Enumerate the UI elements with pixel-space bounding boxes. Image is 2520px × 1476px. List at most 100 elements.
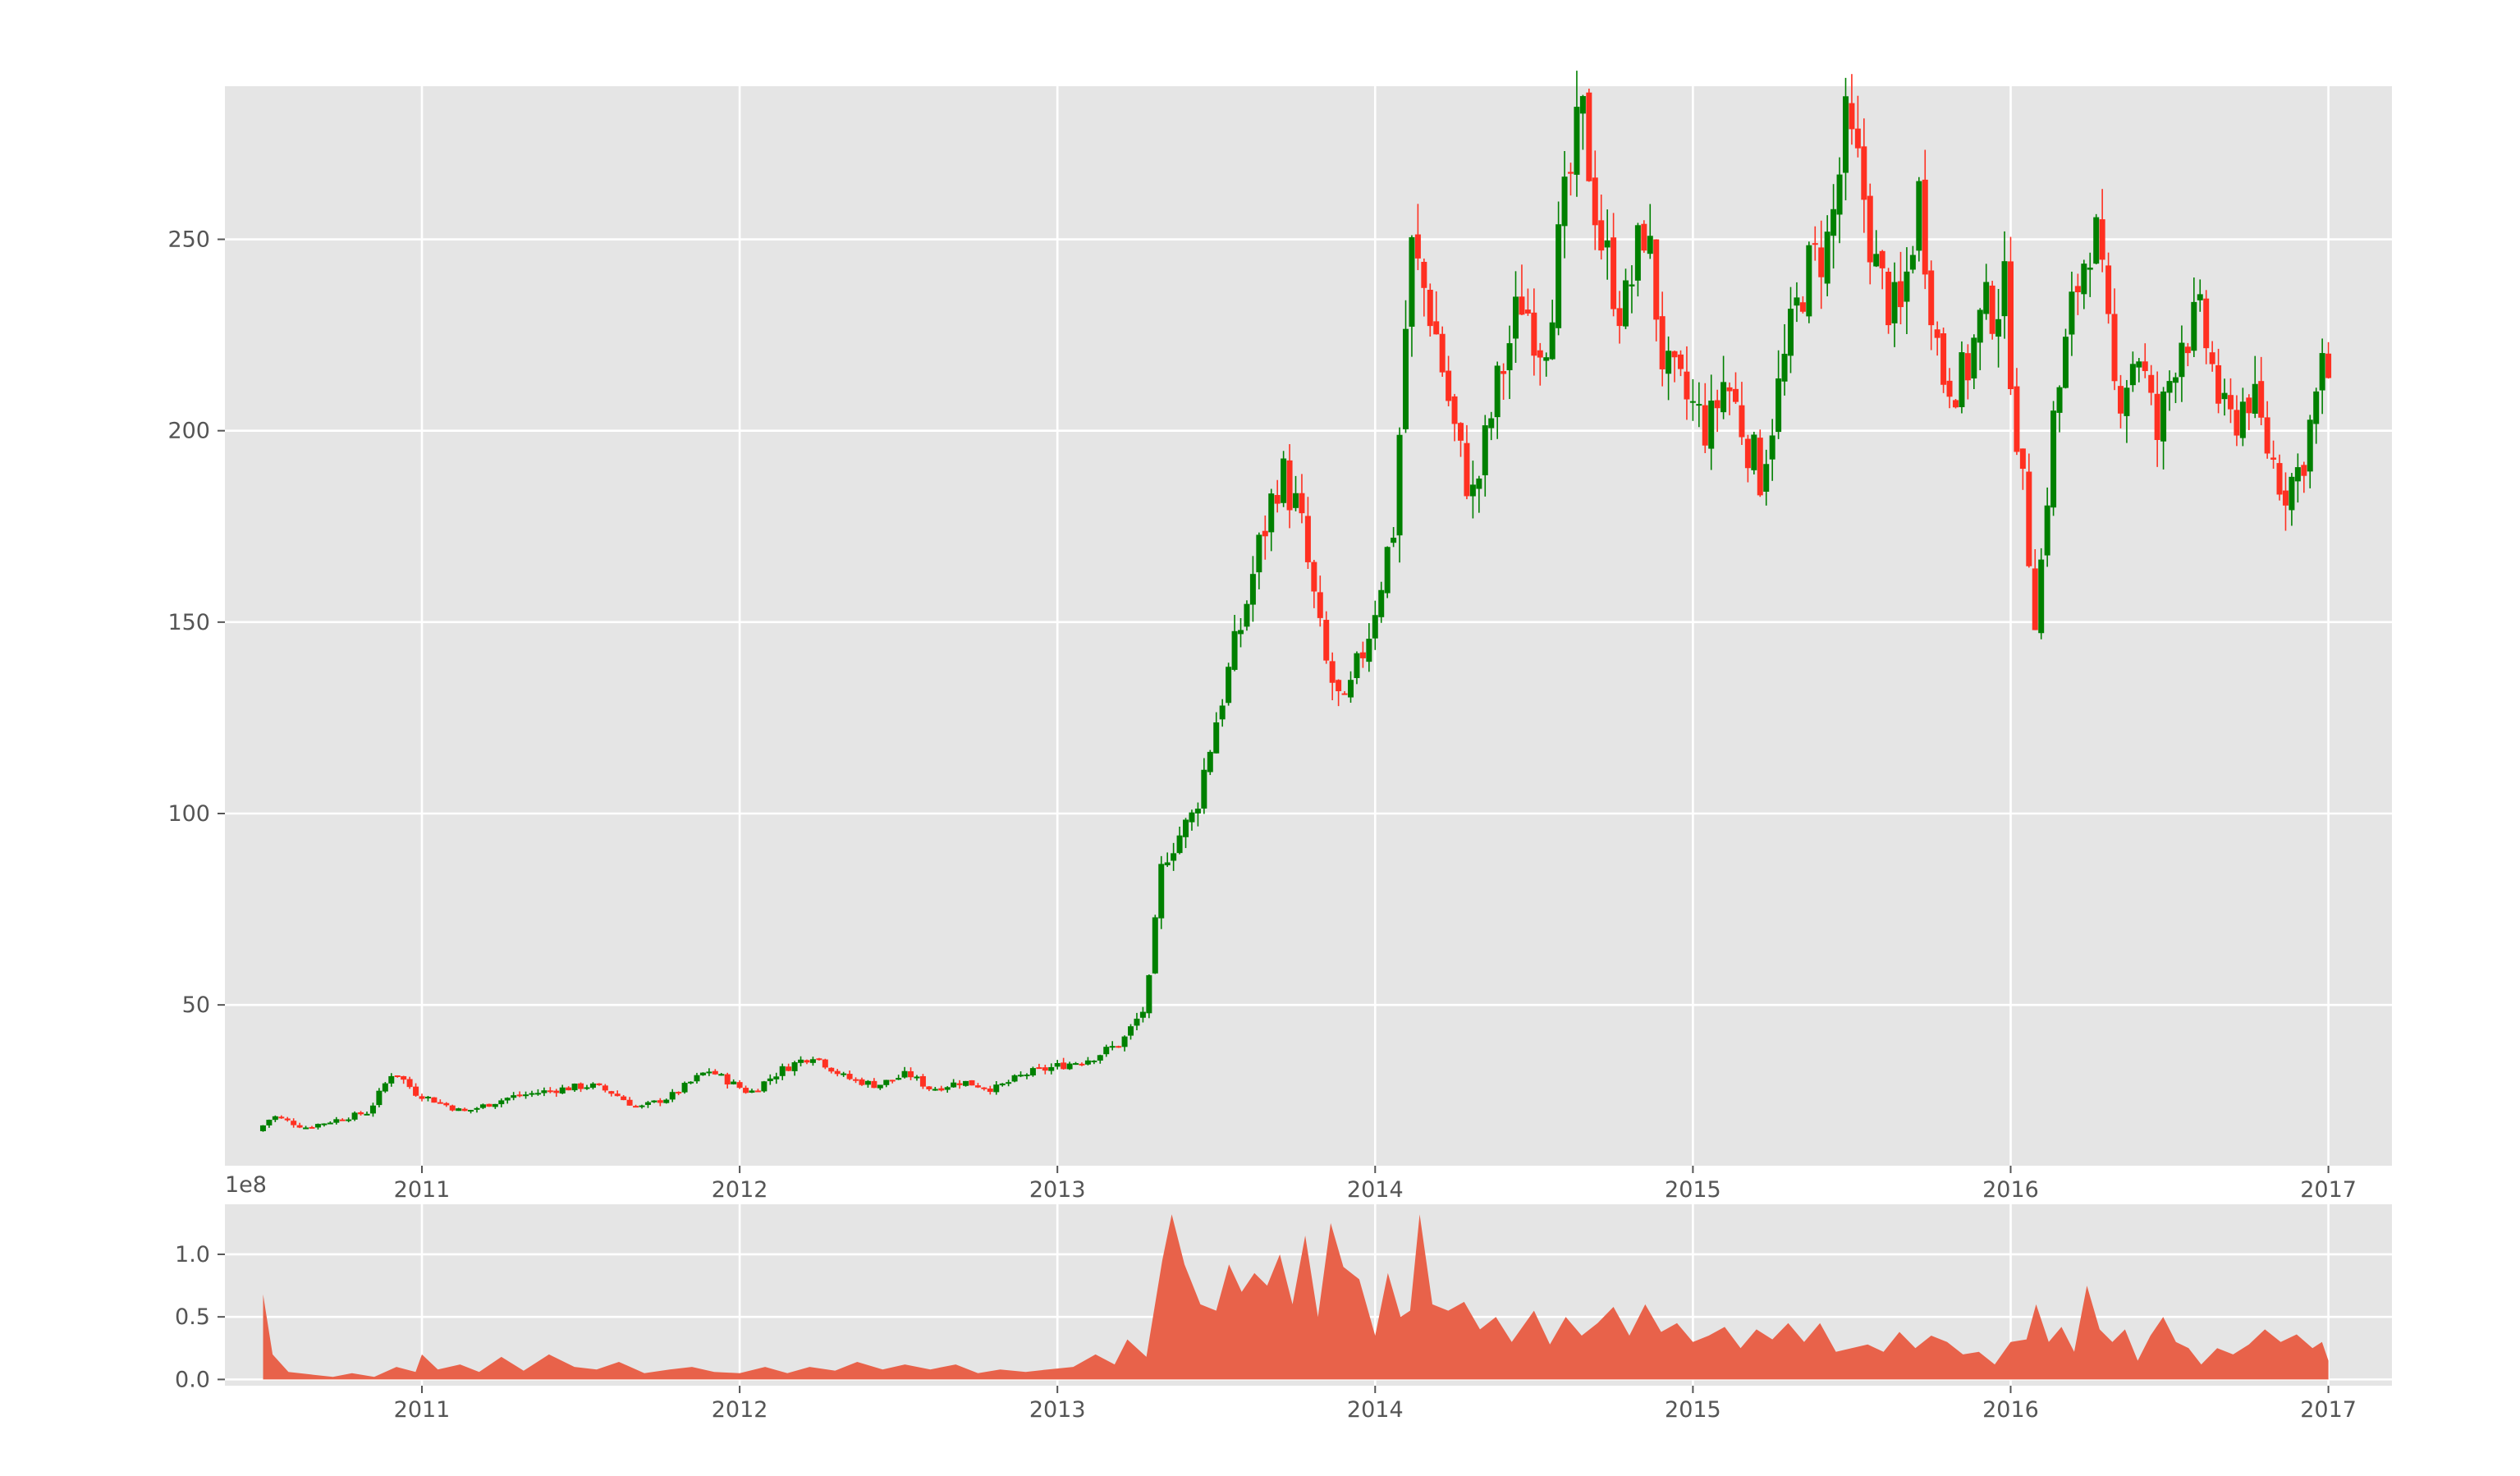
- candle-down: [1341, 693, 1348, 695]
- candle-down: [553, 1090, 560, 1093]
- candle-down: [1714, 400, 1720, 409]
- candle-up: [1391, 538, 1397, 543]
- candle-up: [663, 1099, 670, 1103]
- candle-down: [1684, 371, 1690, 400]
- volume-x-tick-label: 2013: [1029, 1397, 1086, 1423]
- candle-down: [1519, 296, 1525, 315]
- candle-up: [1054, 1063, 1061, 1067]
- candle-down: [2019, 448, 2026, 470]
- candle-down: [816, 1058, 822, 1061]
- candle-up: [272, 1116, 278, 1121]
- candle-down: [1336, 680, 1342, 691]
- candle-up: [1494, 365, 1501, 418]
- candle-down: [602, 1085, 608, 1091]
- candle-down: [981, 1087, 987, 1089]
- candle-down: [1531, 312, 1537, 356]
- candle-up: [2307, 419, 2313, 472]
- candle-down: [309, 1126, 315, 1129]
- candle-up: [1384, 547, 1391, 594]
- candle-down: [1042, 1067, 1048, 1071]
- candle-up: [1720, 382, 1727, 413]
- candle-down: [1946, 380, 1953, 397]
- candle-up: [1891, 282, 1898, 323]
- price-x-tick-label: 2016: [1982, 1177, 2039, 1203]
- candle-up: [1959, 352, 1965, 407]
- candle-up: [2294, 467, 2301, 482]
- candle-down: [1879, 250, 1885, 268]
- candle-up: [1647, 236, 1653, 254]
- candle-up: [914, 1076, 920, 1079]
- candle-up: [1268, 493, 1275, 533]
- candle-down: [2258, 381, 2265, 418]
- candle-down: [2209, 352, 2215, 364]
- candle-down: [2325, 353, 2332, 378]
- candle-up: [364, 1113, 370, 1116]
- candle-down: [1671, 351, 1678, 358]
- candle-up: [932, 1089, 938, 1091]
- candle-up: [424, 1096, 431, 1099]
- candle-down: [871, 1080, 877, 1089]
- candle-up: [1971, 337, 1977, 379]
- price-x-tick-label: 2017: [2300, 1177, 2357, 1203]
- price-x-tick-label: 2013: [1029, 1177, 1086, 1203]
- price-x-tick-label: 2014: [1347, 1177, 1404, 1203]
- candle-down: [846, 1074, 853, 1079]
- candle-up: [1629, 284, 1635, 286]
- candle-down: [1433, 321, 1440, 335]
- candle-up: [706, 1071, 712, 1074]
- candle-up: [2001, 261, 2008, 317]
- candle-up: [1488, 418, 1495, 429]
- candle-down: [1414, 234, 1421, 259]
- candle-down: [1592, 177, 1598, 226]
- candle-down: [974, 1085, 981, 1088]
- candle-up: [1769, 435, 1775, 460]
- candle-down: [1726, 387, 1733, 392]
- candle-down: [1439, 333, 1446, 373]
- candle-up: [1482, 425, 1488, 475]
- candle-down: [443, 1102, 450, 1106]
- candle-down: [889, 1079, 896, 1082]
- candle-down: [1274, 494, 1281, 504]
- candle-down: [676, 1092, 682, 1094]
- candle-up: [1378, 589, 1385, 617]
- candle-up: [877, 1084, 883, 1089]
- candle-down: [1867, 195, 1873, 263]
- candle-up: [1696, 404, 1702, 406]
- candle-down: [822, 1059, 828, 1068]
- candle-down: [578, 1083, 584, 1089]
- candle-up: [303, 1127, 309, 1130]
- candle-up: [841, 1073, 847, 1075]
- candle-down: [2227, 395, 2234, 410]
- candle-up: [559, 1087, 566, 1094]
- candle-down: [2105, 265, 2112, 314]
- candle-up: [2038, 559, 2045, 634]
- candle-up: [351, 1112, 358, 1120]
- candle-down: [919, 1075, 926, 1087]
- candle-up: [1219, 705, 1226, 720]
- candle-down: [394, 1075, 401, 1078]
- candle-up: [1634, 225, 1641, 281]
- volume-x-tick-label: 2011: [394, 1397, 451, 1423]
- candle-up: [1201, 769, 1207, 809]
- candle-down: [1304, 516, 1311, 562]
- candle-up: [1176, 835, 1183, 854]
- candle-up: [492, 1103, 498, 1107]
- candle-up: [266, 1120, 273, 1125]
- candle-down: [1537, 350, 1543, 358]
- candle-up: [479, 1104, 486, 1108]
- candle-up: [1128, 1026, 1134, 1036]
- candle-down: [1329, 661, 1336, 683]
- candle-down: [1854, 128, 1861, 149]
- candle-up: [999, 1083, 1006, 1086]
- candle-down: [596, 1083, 603, 1085]
- candle-up: [1556, 224, 1562, 328]
- candle-down: [1036, 1067, 1042, 1070]
- candle-down: [1262, 530, 1268, 537]
- candle-up: [2087, 267, 2093, 270]
- candle-up: [798, 1059, 804, 1063]
- candle-up: [1006, 1082, 1012, 1084]
- candle-down: [1616, 308, 1623, 327]
- candle-up: [259, 1125, 266, 1131]
- candle-down: [2111, 314, 2118, 382]
- candle-up: [2197, 294, 2203, 300]
